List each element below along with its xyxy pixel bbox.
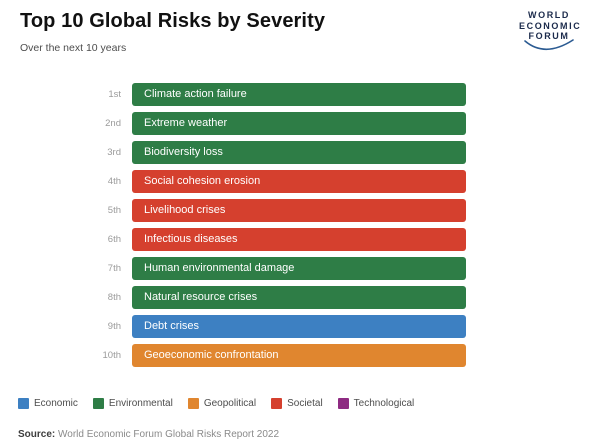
legend-label: Economic — [34, 398, 78, 409]
risk-bar: Debt crises — [132, 315, 466, 338]
bar-row: 5th Livelihood crises — [0, 199, 600, 222]
bar-row: 9th Debt crises — [0, 315, 600, 338]
risk-bar: Extreme weather — [132, 112, 466, 135]
legend-swatch-icon — [92, 398, 104, 409]
wef-logo-line-2: ECONOMIC — [519, 20, 582, 31]
risk-bar-label: Geoeconomic confrontation — [144, 349, 279, 361]
legend-swatch-icon — [337, 398, 349, 409]
risk-bar-label: Natural resource crises — [144, 291, 258, 303]
wef-logo-line-1: WORLD — [528, 10, 570, 20]
wef-swoosh-icon — [524, 38, 574, 50]
rank-label: 2nd — [105, 118, 121, 129]
rank-label: 4th — [107, 176, 121, 187]
rank-label: 10th — [102, 350, 122, 361]
wef-logo: WORLD ECONOMIC FORUM — [519, 10, 582, 54]
legend-item: Societal — [271, 398, 323, 409]
risk-bar-label: Extreme weather — [144, 117, 228, 129]
wef-logo-line-3: FORUM — [528, 31, 570, 41]
risk-bar: Climate action failure — [132, 83, 466, 106]
bar-row: 7th Human environmental damage — [0, 257, 600, 280]
legend-swatch-icon — [18, 398, 29, 409]
legend-label: Technological — [353, 398, 415, 409]
legend-swatch-icon — [271, 398, 283, 409]
rank-label: 7th — [107, 263, 121, 274]
risk-bar: Livelihood crises — [132, 199, 466, 222]
legend-label: Geopolitical — [203, 398, 257, 409]
ranked-bar-chart: 1st Climate action failure 2nd Extreme w… — [0, 83, 600, 373]
rank-label: 3rd — [107, 147, 121, 158]
bar-row: 2nd Extreme weather — [0, 112, 600, 135]
risk-bar: Geoeconomic confrontation — [132, 344, 466, 367]
risk-bar: Biodiversity loss — [132, 141, 466, 164]
legend-item: Technological — [337, 398, 415, 409]
page-title: Top 10 Global Risks by Severity — [20, 10, 326, 32]
risk-bar: Social cohesion erosion — [132, 170, 466, 193]
risk-bar-label: Climate action failure — [144, 88, 247, 100]
legend-label: Societal — [287, 398, 323, 409]
risk-bar: Human environmental damage — [132, 257, 466, 280]
risk-bar-label: Livelihood crises — [144, 204, 226, 216]
bar-row: 4th Social cohesion erosion — [0, 170, 600, 193]
bar-row: 6th Infectious diseases — [0, 228, 600, 251]
legend-item: Geopolitical — [187, 398, 257, 409]
bar-row: 8th Natural resource crises — [0, 286, 600, 309]
source-prefix: Source: — [18, 429, 56, 440]
legend-item: Economic — [18, 398, 78, 409]
risk-bar-label: Human environmental damage — [144, 262, 295, 274]
legend-swatch-icon — [187, 398, 199, 409]
page-subtitle: Over the next 10 years — [20, 42, 127, 54]
legend-label: Environmental — [108, 398, 173, 409]
rank-label: 1st — [108, 89, 121, 100]
bar-row: 1st Climate action failure — [0, 83, 600, 106]
source-line: Source: World Economic Forum Global Risk… — [18, 429, 279, 440]
bar-row: 10th Geoeconomic confrontation — [0, 344, 600, 367]
risk-bar: Natural resource crises — [132, 286, 466, 309]
rank-label: 6th — [107, 234, 121, 245]
risk-bar-label: Infectious diseases — [144, 233, 238, 245]
source-text: World Economic Forum Global Risks Report… — [55, 429, 280, 440]
rank-label: 5th — [107, 205, 121, 216]
risk-bar-label: Debt crises — [144, 320, 200, 332]
rank-label: 9th — [107, 321, 121, 332]
risk-bar-label: Biodiversity loss — [144, 146, 223, 158]
legend: Economic Environmental Geopolitical Soci… — [18, 398, 414, 409]
risk-bar-label: Social cohesion erosion — [144, 175, 261, 187]
legend-item: Environmental — [92, 398, 173, 409]
bar-row: 3rd Biodiversity loss — [0, 141, 600, 164]
risk-bar: Infectious diseases — [132, 228, 466, 251]
rank-label: 8th — [107, 292, 121, 303]
